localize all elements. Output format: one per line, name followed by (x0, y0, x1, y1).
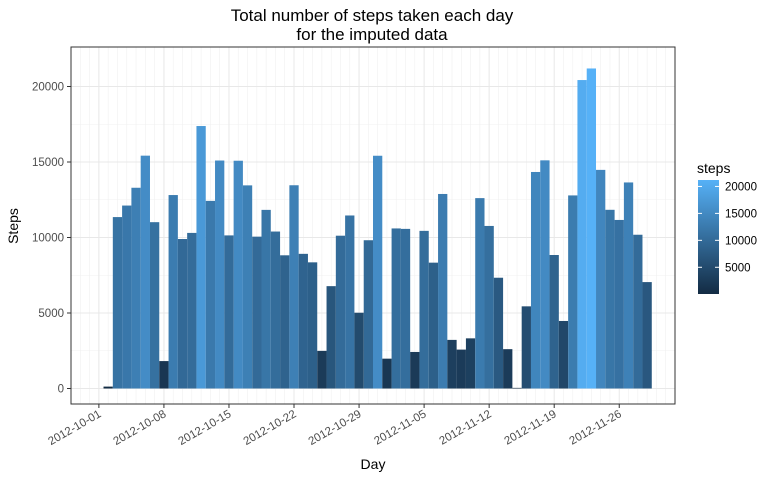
bar (633, 234, 643, 389)
bar (391, 228, 401, 389)
bar (140, 155, 150, 389)
bar (103, 386, 113, 389)
bar (215, 160, 225, 389)
bar (568, 195, 578, 389)
y-tick-label: 20000 (32, 82, 64, 94)
y-tick-label: 0 (58, 384, 64, 396)
bar (131, 187, 141, 389)
bar (345, 215, 355, 389)
y-axis-title: Steps (5, 208, 21, 244)
bar (530, 171, 541, 389)
bar (187, 232, 197, 389)
legend-title: steps (697, 160, 730, 176)
bar (122, 205, 132, 389)
bar (456, 349, 466, 389)
chart-subtitle: for the imputed data (296, 25, 448, 44)
x-tick-label: 2012-11-26 (568, 408, 624, 447)
bar (521, 306, 531, 389)
bar (438, 193, 448, 389)
x-tick-label: 2012-10-01 (46, 408, 103, 448)
y-tick-label: 5000 (38, 308, 64, 320)
bar (558, 320, 569, 389)
x-tick-label: 2012-10-08 (111, 408, 168, 448)
legend-colorbar (698, 180, 719, 294)
bar (233, 160, 243, 389)
x-tick-label: 2012-10-15 (177, 408, 234, 448)
bar (168, 195, 178, 389)
y-tick-label: 10000 (32, 233, 64, 245)
bar (205, 200, 216, 389)
y-tick-label: 15000 (32, 157, 64, 169)
bar (410, 351, 420, 389)
x-tick-label: 2012-11-19 (502, 408, 558, 447)
bar (465, 338, 476, 389)
bar (614, 219, 624, 389)
bar (549, 255, 559, 389)
x-tick-label: 2012-11-12 (437, 408, 493, 447)
legend: 5000 10000 15000 20000 (698, 180, 757, 294)
bar (224, 235, 234, 389)
bar (335, 235, 346, 389)
legend-label: 15000 (725, 208, 757, 220)
bar (419, 230, 429, 389)
bar (112, 217, 123, 389)
bar (289, 185, 299, 389)
bar (280, 255, 290, 389)
bar (577, 80, 587, 389)
legend-label: 5000 (725, 262, 751, 274)
bar (373, 155, 383, 389)
bar (400, 228, 411, 389)
bar (642, 282, 652, 389)
bar (159, 361, 169, 389)
bar (196, 126, 206, 389)
bar (540, 160, 550, 389)
bar (475, 198, 485, 389)
x-tick-label: 2012-10-22 (242, 408, 299, 448)
bar (317, 350, 327, 389)
bar (326, 286, 336, 389)
legend-label: 10000 (725, 235, 757, 247)
bar (261, 209, 271, 389)
bar (382, 358, 392, 389)
bar (605, 209, 615, 389)
bar (177, 239, 188, 389)
bar (149, 222, 160, 389)
bar (512, 387, 522, 389)
plot-area: 0 5000 10000 15000 20000 2012-10-01 2012-10-08… (32, 46, 676, 448)
bar (242, 185, 253, 389)
bar (307, 262, 318, 389)
bar (298, 253, 308, 389)
bar (586, 68, 597, 389)
x-tick-label: 2012-11-05 (372, 408, 428, 447)
bar (252, 236, 262, 389)
bar (623, 182, 634, 389)
panel-border (70, 46, 676, 405)
bar (270, 231, 281, 389)
x-axis-title: Day (361, 456, 386, 472)
bar (363, 240, 373, 389)
legend-label: 20000 (725, 181, 757, 193)
bar (484, 225, 494, 389)
bar (503, 349, 513, 389)
chart-title: Total number of steps taken each day (231, 6, 514, 25)
x-tick-label: 2012-10-29 (307, 408, 364, 448)
bar (447, 339, 457, 389)
bar (493, 277, 504, 389)
bar (428, 262, 439, 389)
bar (354, 312, 364, 389)
bar (596, 169, 606, 389)
